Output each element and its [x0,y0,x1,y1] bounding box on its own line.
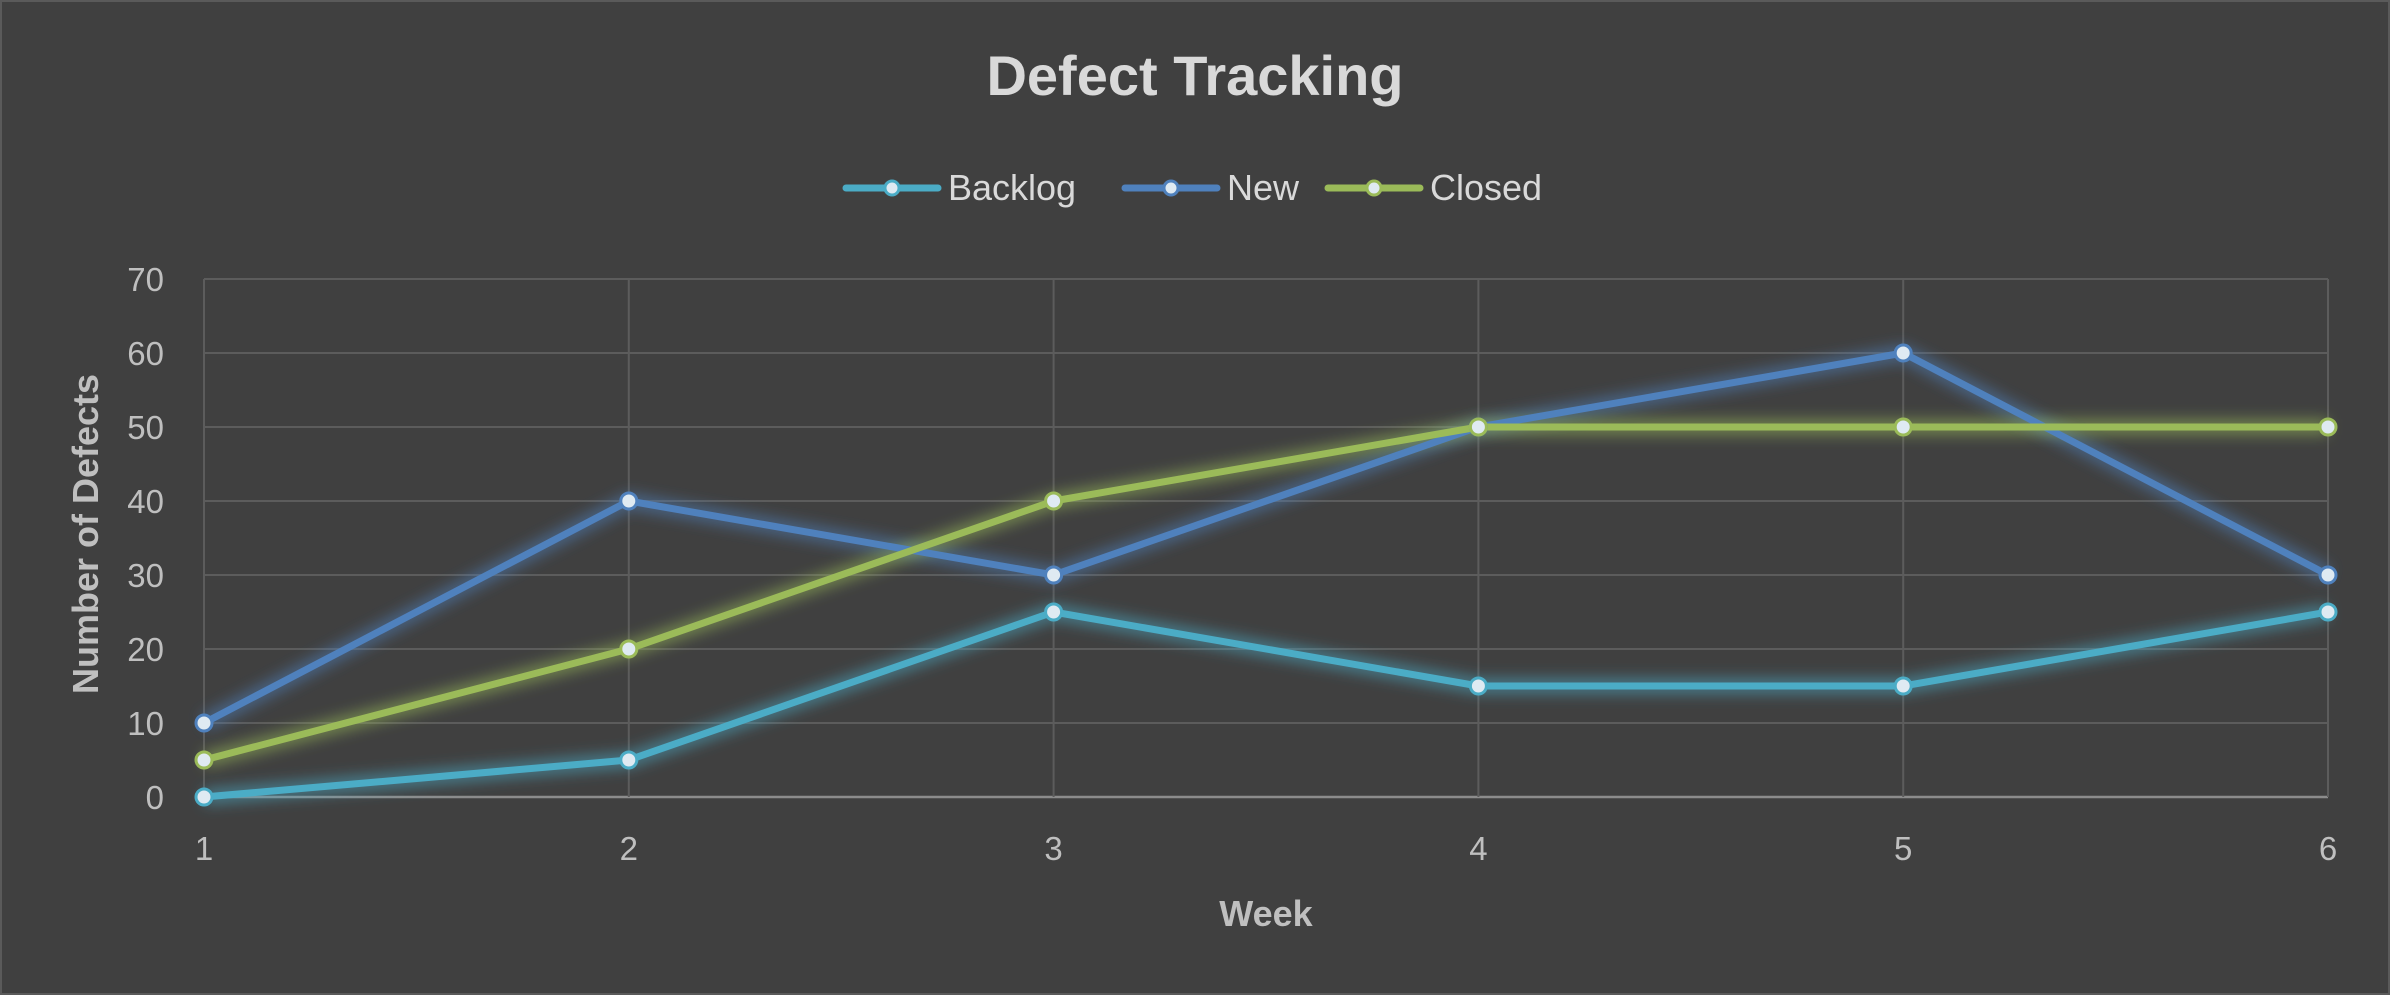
y-tick-label: 0 [146,779,164,816]
legend-marker-new [1162,179,1180,197]
legend-label-backlog: Backlog [948,167,1076,208]
y-tick-label: 10 [127,705,164,742]
y-tick-label: 50 [127,409,164,446]
x-axis-title: Week [1219,893,1313,934]
x-tick-label: 4 [1469,830,1487,867]
series-line-backlog [200,608,2332,801]
data-point-new [2318,565,2338,585]
legend-item-new: New [1121,167,1300,208]
y-tick-label: 20 [127,631,164,668]
data-point-new [619,491,639,511]
data-point-closed [2318,417,2338,437]
data-point-new [1893,343,1913,363]
legend-marker-closed [1365,179,1383,197]
data-point-new [1044,565,1064,585]
legend-marker-backlog [883,179,901,197]
data-point-backlog [1468,676,1488,696]
series-lines [200,349,2332,801]
series-line-new [200,349,2332,727]
y-tick-label: 60 [127,335,164,372]
x-tick-label: 5 [1894,830,1912,867]
data-point-backlog [1044,602,1064,622]
series-glow-closed [201,419,2328,768]
y-tick-label: 40 [127,483,164,520]
legend-item-backlog: Backlog [842,167,1076,208]
x-tick-label: 1 [195,830,213,867]
data-point-closed [1893,417,1913,437]
x-tick-label: 6 [2319,830,2337,867]
x-tick-label: 3 [1044,830,1062,867]
legend-label-closed: Closed [1430,167,1542,208]
x-tick-label: 2 [620,830,638,867]
series-line-closed [200,423,2332,764]
data-point-closed [619,639,639,659]
data-point-closed [1468,417,1488,437]
legend-item-closed: Closed [1324,167,1542,208]
y-axis-ticks: 0 10 20 30 40 50 60 70 [127,261,164,816]
chart-title: Defect Tracking [986,44,1403,107]
y-tick-label: 70 [127,261,164,298]
data-point-closed [194,750,214,770]
data-point-backlog [194,787,214,807]
legend-label-new: New [1227,167,1300,208]
y-axis-title: Number of Defects [65,374,106,694]
series-points [194,343,2338,807]
data-point-backlog [2318,602,2338,622]
data-point-backlog [1893,676,1913,696]
legend: Backlog New Closed [842,167,1542,208]
data-point-closed [1044,491,1064,511]
grid [203,278,2329,799]
data-point-new [194,713,214,733]
x-axis-ticks: 1 2 3 4 5 6 [195,830,2337,867]
data-point-backlog [619,750,639,770]
y-tick-label: 30 [127,557,164,594]
